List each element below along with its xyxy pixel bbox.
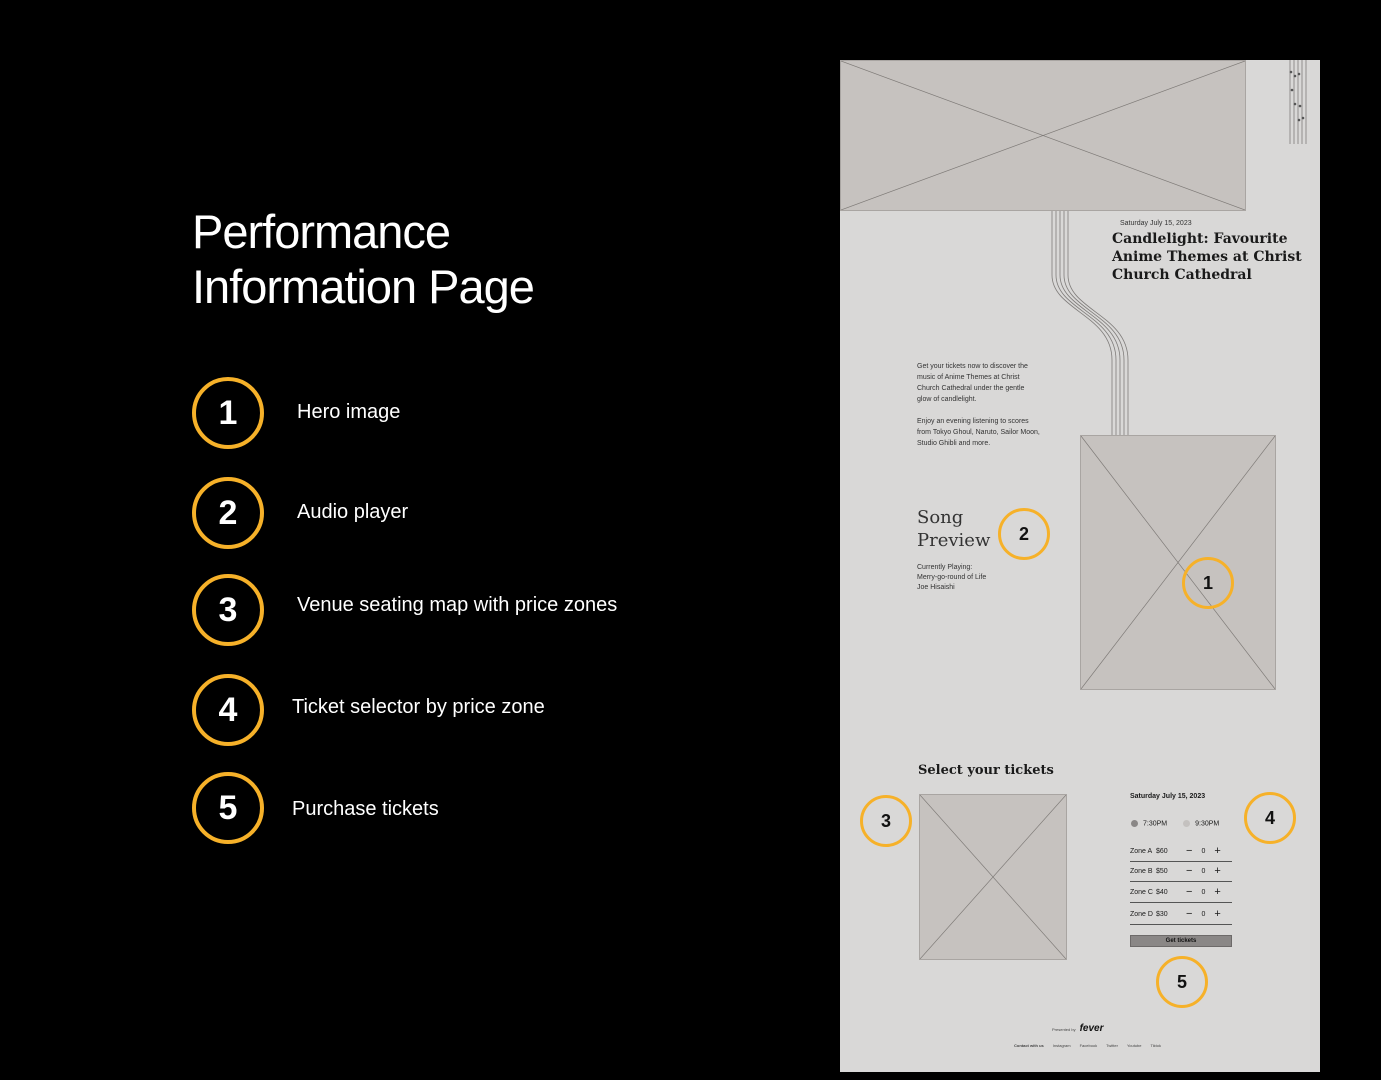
legend-item-seating-map: 3 Venue seating map with price zones bbox=[192, 574, 752, 646]
desc-line: glow of candlelight. bbox=[917, 396, 977, 403]
annotation-marker-2: 2 bbox=[998, 508, 1050, 560]
zone-name: Zone C bbox=[1130, 888, 1153, 896]
legend-item-purchase: 5 Purchase tickets bbox=[192, 772, 752, 844]
annotation-marker-3: 3 bbox=[860, 795, 912, 847]
radio-unselected-icon bbox=[1183, 820, 1191, 827]
event-date: Saturday July 15, 2023 bbox=[1120, 220, 1192, 227]
zone-name: Zone D bbox=[1130, 910, 1153, 918]
page-title: Performance Information Page bbox=[192, 204, 535, 314]
quantity-value: 0 bbox=[1201, 910, 1206, 918]
legend-item-ticket-selector: 4 Ticket selector by price zone bbox=[192, 674, 752, 746]
select-tickets-heading: Select your tickets bbox=[918, 763, 1054, 778]
annotation-marker-4: 4 bbox=[1244, 792, 1296, 844]
increment-button[interactable]: + bbox=[1214, 845, 1221, 857]
zone-price: $40 bbox=[1156, 888, 1168, 896]
footer-link-instagram[interactable]: Instagram bbox=[1052, 1043, 1071, 1048]
zone-name: Zone A bbox=[1130, 847, 1153, 855]
desc-line: from Tokyo Ghoul, Naruto, Sailor Moon, bbox=[917, 429, 1040, 436]
legend-label-seating-map: Venue seating map with price zones bbox=[297, 594, 618, 616]
event-title-line-3: Church Cathedral bbox=[1112, 267, 1252, 283]
legend-label-hero-image: Hero image bbox=[297, 401, 401, 423]
legend-label-audio-player: Audio player bbox=[297, 501, 409, 523]
desc-line: music of Anime Themes at Christ bbox=[917, 374, 1020, 381]
track-title: Merry-go-round of Life bbox=[917, 574, 987, 581]
fever-logo[interactable]: fever bbox=[1079, 1023, 1104, 1034]
desc-line: Church Cathedral under the gentle bbox=[917, 385, 1025, 392]
desc-line: Enjoy an evening listening to scores bbox=[917, 418, 1029, 425]
ticket-date: Saturday July 15, 2023 bbox=[1130, 793, 1206, 800]
music-staff-decoration bbox=[1051, 60, 1307, 436]
time-option-930[interactable]: 9:30PM bbox=[1183, 820, 1219, 827]
legend-item-hero-image: 1 Hero image bbox=[192, 377, 752, 449]
time-label: 9:30PM bbox=[1195, 820, 1220, 828]
increment-button[interactable]: + bbox=[1214, 908, 1221, 920]
get-tickets-button[interactable]: Get tickets bbox=[1130, 935, 1232, 947]
event-description: Get your tickets now to discover the mus… bbox=[917, 361, 1040, 449]
presented-by-label: Presented by bbox=[1052, 1027, 1076, 1032]
annotation-marker-1: 1 bbox=[1182, 557, 1234, 609]
desc-line: Studio Ghibli and more. bbox=[917, 440, 991, 447]
zone-price: $60 bbox=[1156, 847, 1168, 855]
song-preview-line-1: Song bbox=[917, 507, 964, 528]
annotation-marker-5: 5 bbox=[1156, 956, 1208, 1008]
wireframe-page: Saturday July 15, 2023 Candlelight: Favo… bbox=[840, 60, 1320, 1072]
song-preview-line-2: Preview bbox=[917, 530, 991, 551]
quantity-value: 0 bbox=[1201, 847, 1206, 855]
audio-player-info[interactable]: Currently Playing: Merry-go-round of Lif… bbox=[917, 563, 986, 593]
increment-button[interactable]: + bbox=[1214, 886, 1221, 898]
track-artist: Joe Hisaishi bbox=[917, 584, 955, 591]
legend-badge-5: 5 bbox=[192, 772, 264, 844]
time-selector: 7:30PM 9:30PM bbox=[1131, 820, 1219, 827]
decrement-button[interactable]: − bbox=[1186, 865, 1193, 877]
zone-name: Zone B bbox=[1130, 867, 1153, 875]
decrement-button[interactable]: − bbox=[1186, 908, 1193, 920]
legend-badge-4: 4 bbox=[192, 674, 264, 746]
footer-link-facebook[interactable]: Facebook bbox=[1079, 1043, 1098, 1048]
zone-row-b: Zone B $50 −0 + bbox=[1130, 861, 1232, 882]
zone-row-d: Zone D $30 −0 + bbox=[1130, 904, 1232, 925]
decrement-button[interactable]: − bbox=[1186, 886, 1193, 898]
time-label: 7:30PM bbox=[1143, 820, 1168, 828]
time-option-730[interactable]: 7:30PM bbox=[1131, 820, 1167, 827]
legend-badge-1: 1 bbox=[192, 377, 264, 449]
decrement-button[interactable]: − bbox=[1186, 845, 1193, 857]
zone-row-c: Zone C $40 −0 + bbox=[1130, 882, 1232, 903]
seating-map-placeholder[interactable] bbox=[919, 794, 1067, 960]
legend-badge-3: 3 bbox=[192, 574, 264, 646]
footer-link-tiktok[interactable]: Tiktok bbox=[1150, 1043, 1162, 1048]
event-title-line-1: Candlelight: Favourite bbox=[1112, 231, 1288, 247]
footer-link-youtube[interactable]: Youtube bbox=[1126, 1043, 1142, 1048]
footer-link-twitter[interactable]: Twitter bbox=[1106, 1043, 1118, 1048]
zone-row-a: Zone A $60 −0 + bbox=[1130, 841, 1232, 862]
song-preview-heading: Song Preview bbox=[917, 506, 990, 552]
legend-badge-2: 2 bbox=[192, 477, 264, 549]
desc-line: Get your tickets now to discover the bbox=[917, 363, 1028, 370]
radio-selected-icon bbox=[1131, 820, 1138, 827]
zone-price: $30 bbox=[1156, 910, 1168, 918]
title-line-2: Information Page bbox=[192, 260, 535, 313]
legend-item-audio-player: 2 Audio player bbox=[192, 477, 752, 549]
footer-link-contact[interactable]: Contact with us bbox=[1014, 1043, 1044, 1048]
title-line-1: Performance bbox=[192, 205, 451, 258]
hero-image-placeholder bbox=[1080, 435, 1276, 690]
quantity-value: 0 bbox=[1201, 867, 1206, 875]
legend-label-purchase: Purchase tickets bbox=[292, 798, 439, 820]
event-title-line-2: Anime Themes at Christ bbox=[1112, 249, 1302, 265]
legend-label-ticket-selector: Ticket selector by price zone bbox=[292, 696, 545, 718]
banner-image-placeholder bbox=[840, 60, 1246, 211]
increment-button[interactable]: + bbox=[1214, 865, 1221, 877]
now-playing-label: Currently Playing: bbox=[917, 564, 973, 571]
quantity-value: 0 bbox=[1201, 888, 1206, 896]
presented-by: Presented by fever bbox=[1052, 1023, 1103, 1034]
zone-price: $50 bbox=[1156, 867, 1168, 875]
footer-links: Contact with us Instagram Facebook Twitt… bbox=[1014, 1043, 1161, 1048]
event-title: Candlelight: Favourite Anime Themes at C… bbox=[1112, 230, 1302, 284]
